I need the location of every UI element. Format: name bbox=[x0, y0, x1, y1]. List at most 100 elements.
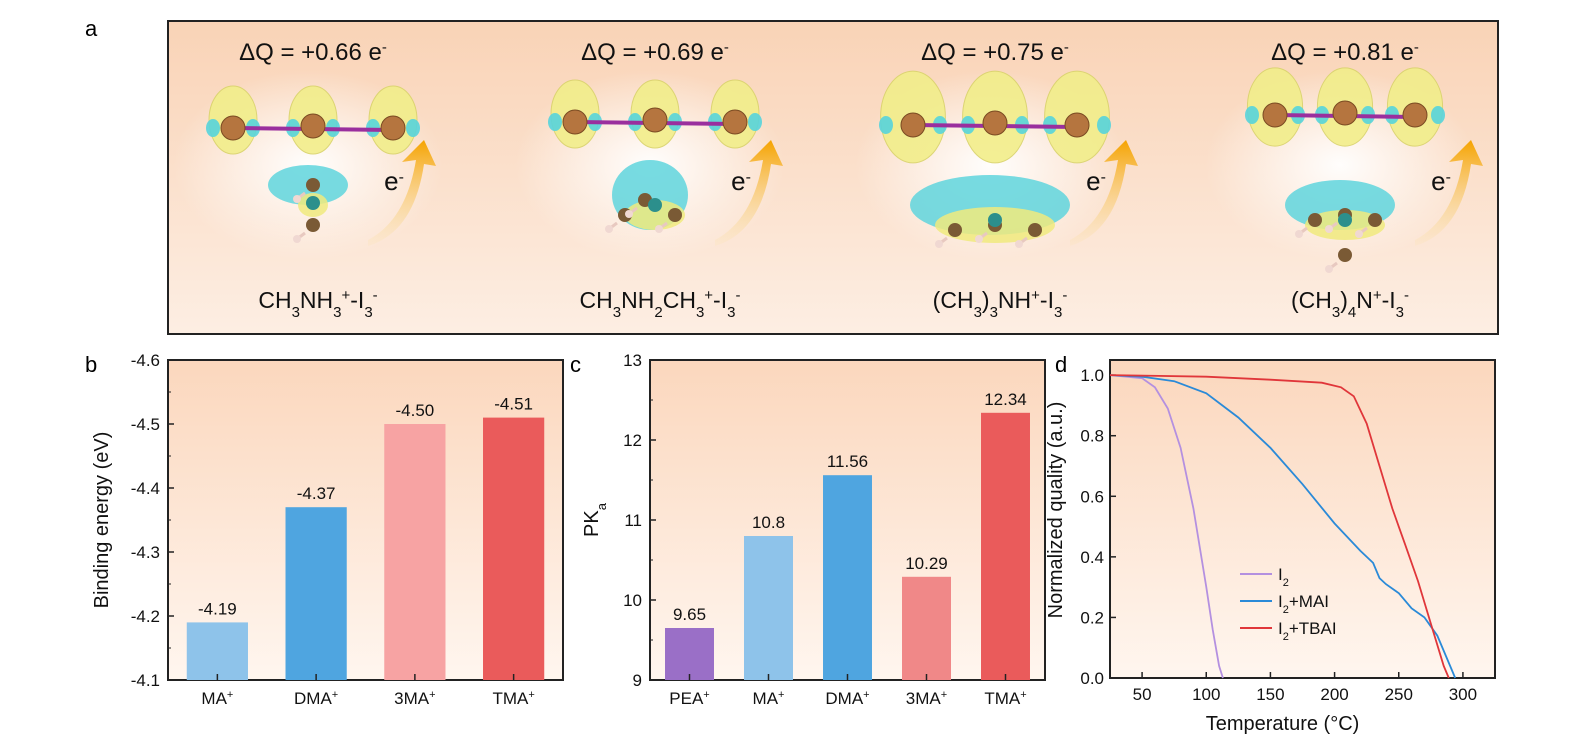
x-tick-label: 250 bbox=[1385, 685, 1413, 704]
x-tick-label: 50 bbox=[1133, 685, 1152, 704]
hydrogen-atom bbox=[1325, 225, 1333, 233]
series-line-1 bbox=[1109, 374, 1224, 679]
x-tick-label: 3MA+ bbox=[394, 689, 435, 708]
y-tick-label: 0.0 bbox=[1080, 669, 1104, 688]
bar-value-label: -4.50 bbox=[396, 401, 435, 420]
x-tick-label: DMA+ bbox=[294, 689, 338, 708]
charge-difference-label: ΔQ = +0.81 e- bbox=[1271, 39, 1419, 67]
hydrogen-atom bbox=[1295, 230, 1303, 238]
hydrogen-atom bbox=[1325, 265, 1333, 273]
y-tick-label: 10 bbox=[623, 591, 642, 610]
structure-2: ΔQ = +0.69 e-e-CH3NH2CH3+-I3- bbox=[515, 39, 785, 321]
y-tick-label: 0.2 bbox=[1080, 608, 1104, 627]
iodine-atom bbox=[562, 109, 588, 135]
legend-label: I2 bbox=[1278, 565, 1289, 589]
y-tick-label: 0.8 bbox=[1080, 427, 1104, 446]
x-tick-label: PEA+ bbox=[669, 689, 709, 708]
iodine-atom bbox=[1064, 112, 1090, 138]
bar-value-label: 10.8 bbox=[752, 513, 785, 532]
x-tick-label: 300 bbox=[1449, 685, 1477, 704]
nitrogen-atom bbox=[988, 213, 1002, 227]
iodine-atom bbox=[722, 109, 748, 135]
cyan-isosurface bbox=[1097, 116, 1111, 134]
charge-difference-label: ΔQ = +0.75 e- bbox=[921, 39, 1069, 67]
charge-difference-label: ΔQ = +0.66 e- bbox=[239, 39, 387, 67]
cyan-isosurface bbox=[748, 113, 762, 131]
iodine-atom bbox=[642, 107, 668, 133]
carbon-atom bbox=[1308, 213, 1322, 227]
y-tick-label: 0.4 bbox=[1080, 548, 1104, 567]
formula-label: (CH3)3NH+-I3- bbox=[933, 287, 1068, 321]
series-line-3 bbox=[1109, 374, 1450, 679]
bar-value-label: 9.65 bbox=[673, 605, 706, 624]
x-tick-label: 100 bbox=[1192, 685, 1220, 704]
panel-letter-d: d bbox=[1055, 352, 1067, 377]
bar-dma bbox=[285, 507, 347, 680]
charge-difference-label: ΔQ = +0.69 e- bbox=[581, 39, 729, 67]
iodine-atom bbox=[220, 115, 246, 141]
bar-3ma bbox=[384, 424, 446, 680]
bar-tma bbox=[483, 417, 545, 680]
cyan-isosurface bbox=[548, 113, 562, 131]
hydrogen-atom bbox=[625, 210, 633, 218]
iodine-atom bbox=[1332, 100, 1358, 126]
iodine-atom bbox=[900, 112, 926, 138]
y-tick-label: 12 bbox=[623, 431, 642, 450]
x-tick-label: 150 bbox=[1256, 685, 1284, 704]
y-tick-label: 11 bbox=[624, 511, 642, 530]
bar-dma bbox=[823, 475, 872, 680]
hydrogen-atom bbox=[293, 235, 301, 243]
series-line-2 bbox=[1109, 374, 1457, 679]
bar-3ma bbox=[902, 576, 951, 680]
electron-transfer-arrow bbox=[1415, 140, 1483, 246]
x-tick-label: 3MA+ bbox=[906, 689, 947, 708]
y-axis-label: PKa bbox=[581, 502, 609, 537]
y-tick-label: -4.2 bbox=[131, 607, 160, 626]
structure-3: ΔQ = +0.75 e-e-(CH3)3NH+-I3- bbox=[855, 39, 1138, 321]
y-tick-label: 13 bbox=[623, 351, 642, 370]
carbon-atom bbox=[1368, 213, 1382, 227]
panel-a-structures: ΔQ = +0.66 e-e-CH3NH3+-I3- ΔQ = +0.69 e-e… bbox=[173, 39, 1483, 321]
bar-value-label: 12.34 bbox=[984, 390, 1027, 409]
x-tick-label: MA+ bbox=[201, 689, 233, 708]
x-tick-label: TMA+ bbox=[492, 689, 534, 708]
electron-transfer-arrow bbox=[368, 140, 436, 246]
panel-letter-a: a bbox=[85, 16, 98, 41]
bar-ma bbox=[186, 622, 248, 680]
x-tick-label: MA+ bbox=[753, 689, 785, 708]
iodine-atom bbox=[380, 115, 406, 141]
y-tick-label: -4.6 bbox=[131, 351, 160, 370]
x-tick-label: 200 bbox=[1320, 685, 1348, 704]
carbon-atom bbox=[668, 208, 682, 222]
nitrogen-atom bbox=[648, 198, 662, 212]
nitrogen-atom bbox=[306, 196, 320, 210]
y-tick-label: -4.3 bbox=[131, 543, 160, 562]
hydrogen-atom bbox=[655, 225, 663, 233]
iodine-atom bbox=[300, 113, 326, 139]
y-axis-label: Normalized quality (a.u.) bbox=[1045, 402, 1067, 619]
carbon-atom bbox=[1338, 248, 1352, 262]
bar-value-label: -4.51 bbox=[494, 395, 533, 414]
x-tick-label: DMA+ bbox=[825, 689, 869, 708]
cyan-isosurface bbox=[206, 119, 220, 137]
structure-1: ΔQ = +0.66 e-e-CH3NH3+-I3- bbox=[173, 39, 443, 321]
y-axis-label: Binding energy (eV) bbox=[91, 432, 113, 609]
y-tick-label: -4.4 bbox=[131, 479, 160, 498]
cation-isosurface-yellow bbox=[625, 200, 685, 230]
y-tick-label: 9 bbox=[633, 671, 642, 690]
bar-pea bbox=[665, 628, 714, 680]
cyan-isosurface bbox=[1245, 106, 1259, 124]
panel-letter-c: c bbox=[570, 352, 581, 377]
hydrogen-atom bbox=[1355, 230, 1363, 238]
bar-value-label: 11.56 bbox=[827, 452, 868, 471]
iodine-atom bbox=[982, 110, 1008, 136]
carbon-atom bbox=[306, 178, 320, 192]
cyan-isosurface bbox=[879, 116, 893, 134]
carbon-atom bbox=[1028, 223, 1042, 237]
panel-letter-b: b bbox=[85, 352, 97, 377]
formula-label: CH3NH3+-I3- bbox=[258, 287, 377, 321]
cyan-isosurface bbox=[1431, 106, 1445, 124]
hydrogen-atom bbox=[1015, 240, 1023, 248]
formula-label: CH3NH2CH3+-I3- bbox=[580, 287, 741, 321]
hydrogen-atom bbox=[935, 240, 943, 248]
